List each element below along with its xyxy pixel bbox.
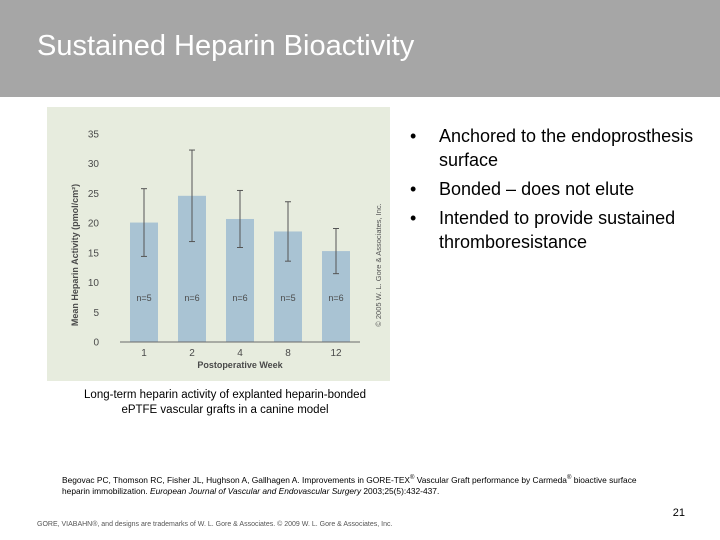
bar-n-label: n=5 [136, 293, 151, 303]
x-ticks-layer: 1 2 4 8 12 [141, 348, 342, 359]
bullet-item: • Bonded – does not elute [407, 177, 712, 201]
bullet-item: • Anchored to the endoprosthesis surface [407, 124, 712, 172]
x-axis-label: Postoperative Week [197, 360, 283, 370]
slide-title: Sustained Heparin Bioactivity [37, 30, 415, 62]
bullet-dot: • [410, 179, 417, 199]
y-tick-label: 30 [88, 159, 100, 170]
bar-n-label: n=6 [328, 293, 343, 303]
y-tick-label: 0 [93, 338, 99, 349]
y-axis-label: Mean Heparin Activity (pmol/cm²) [70, 184, 80, 326]
x-tick-label: 1 [141, 348, 147, 359]
error-bars-layer [141, 149, 339, 275]
y-tick-label: 25 [88, 189, 100, 200]
reference-middle: Vascular Graft performance by Carmeda [414, 475, 567, 485]
x-tick-label: 12 [330, 348, 342, 359]
reference-journal: European Journal of Vascular and Endovas… [149, 486, 362, 496]
y-tick-label: 20 [88, 219, 100, 230]
trademark-footer: GORE, VIABAHN®, and designs are trademar… [37, 521, 393, 528]
bullet-text: Bonded – does not elute [439, 179, 635, 199]
bullet-text: Anchored to the endoprosthesis surface [439, 126, 694, 170]
y-tick-label: 35 [88, 130, 100, 141]
bar-n-label: n=5 [280, 293, 295, 303]
reference-authors: Begovac PC, Thomson RC, Fisher JL, Hughs… [62, 475, 411, 485]
reference-citation: Begovac PC, Thomson RC, Fisher JL, Hughs… [62, 475, 652, 497]
bullet-dot: • [410, 208, 417, 228]
n-labels-layer: n=5 n=6 n=6 n=5 n=6 [136, 293, 343, 303]
chart-panel: 0 5 10 15 20 25 30 35 1 2 4 8 12 n=5 n=6 n=6 n=5 n=6 Me… [47, 107, 390, 381]
registered-mark: ® [410, 475, 415, 482]
reference-citation-details: 2003;25(5):432-437. [361, 486, 440, 496]
title-bar [0, 0, 720, 97]
chart-caption: Long-term heparin activity of explanted … [84, 389, 366, 416]
bullet-text: Intended to provide sustained thrombores… [439, 208, 676, 252]
bullet-item: • Intended to provide sustained thrombor… [407, 206, 712, 254]
y-tick-label: 5 [93, 308, 99, 319]
x-tick-label: 8 [285, 348, 291, 359]
x-tick-label: 4 [237, 348, 243, 359]
y-tick-label: 15 [88, 248, 100, 259]
bar-n-label: n=6 [184, 293, 199, 303]
chart-copyright: © 2005 W. L. Gore & Associates, Inc. [374, 203, 383, 327]
page-number: 21 [672, 507, 685, 519]
bar-n-label: n=6 [232, 293, 247, 303]
bullet-list: • Anchored to the endoprosthesis surface… [407, 124, 712, 259]
bullet-dot: • [410, 126, 417, 146]
registered-mark: ® [566, 475, 572, 482]
y-ticks-layer: 0 5 10 15 20 25 30 35 [88, 130, 100, 349]
reference-tail: bioactive surface heparin immobilization… [62, 475, 637, 496]
y-tick-label: 10 [88, 278, 100, 289]
x-tick-label: 2 [189, 348, 195, 359]
